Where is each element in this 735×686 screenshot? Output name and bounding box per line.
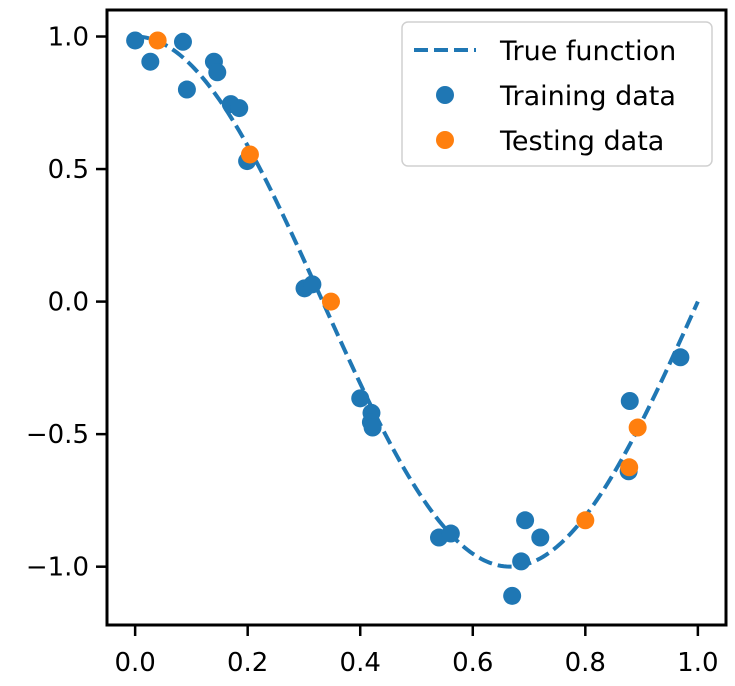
plot-frame <box>105 8 728 627</box>
legend-label-training-data: Training data <box>499 81 676 112</box>
x-tick-label-2: 0.4 <box>340 648 381 678</box>
training-data-point-11 <box>351 389 370 408</box>
training-data-point-0 <box>126 31 145 50</box>
legend-marker-testing-data <box>436 131 454 149</box>
y-tick-label-4: −1.0 <box>26 553 89 583</box>
axes: 0.0 0.2 0.4 0.6 0.8 1.0 1.0 0.5 0.0 −0.5 −1.0 <box>26 8 728 678</box>
testing-data-point-4 <box>620 458 639 477</box>
training-data-point-3 <box>177 80 196 99</box>
testing-data-point-2 <box>321 292 340 311</box>
legend-marker-training-data <box>436 86 454 104</box>
training-data-point-17 <box>503 586 522 605</box>
training-data-point-14 <box>363 418 382 437</box>
testing-data-point-5 <box>628 418 647 437</box>
x-tick-label-0: 0.0 <box>114 648 155 678</box>
training-data-point-7 <box>230 99 249 118</box>
x-tick-label-3: 0.6 <box>452 648 493 678</box>
legend-label-true-function: True function <box>499 36 676 67</box>
training-data-point-20 <box>531 528 550 547</box>
testing-data-point-0 <box>148 31 167 50</box>
legend-box <box>401 21 713 167</box>
training-data-point-19 <box>516 511 535 530</box>
training-data-point-5 <box>208 63 227 82</box>
training-data-point-10 <box>303 275 322 294</box>
testing-data-point-3 <box>576 511 595 530</box>
training-data-point-16 <box>441 524 460 543</box>
y-tick-label-2: 0.0 <box>48 288 89 318</box>
x-tick-label-4: 0.8 <box>565 648 606 678</box>
testing-data-point-1 <box>240 145 259 164</box>
plot-area <box>126 31 700 605</box>
training-data-point-1 <box>141 52 160 71</box>
y-tick-label-3: −0.5 <box>26 420 89 450</box>
legend: True function Training data Testing data <box>401 21 713 167</box>
y-tick-label-1: 0.5 <box>48 155 89 185</box>
training-data-point-18 <box>512 552 531 571</box>
training-data-point-2 <box>173 32 192 51</box>
legend-label-testing-data: Testing data <box>499 126 664 157</box>
x-tick-label-1: 0.2 <box>227 648 268 678</box>
y-tick-label-0: 1.0 <box>48 23 89 53</box>
true-function-line <box>135 34 700 569</box>
training-data-point-23 <box>671 348 690 367</box>
training-data-point-21 <box>620 392 639 410</box>
x-tick-label-5: 1.0 <box>677 648 718 678</box>
